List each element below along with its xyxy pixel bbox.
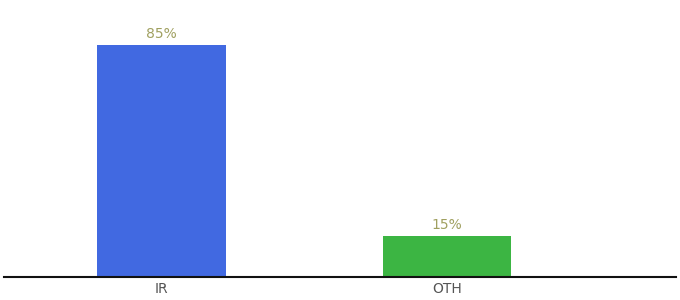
Bar xyxy=(97,45,226,277)
Text: 15%: 15% xyxy=(432,218,462,232)
Text: 85%: 85% xyxy=(146,27,177,41)
Bar xyxy=(383,236,511,277)
